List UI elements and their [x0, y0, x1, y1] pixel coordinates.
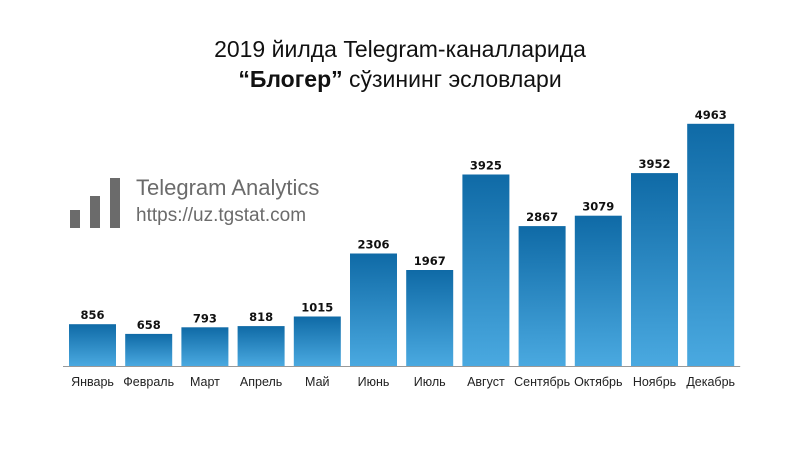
- bar-value-label: 2867: [526, 210, 558, 224]
- chart-title-keyword: “Блогер”: [238, 66, 343, 92]
- bar-value-label: 658: [137, 318, 161, 332]
- bar-4: [237, 326, 285, 366]
- bar-value-label: 3925: [470, 159, 502, 173]
- x-tick-label: Июль: [414, 375, 446, 389]
- watermark-url: https://uz.tgstat.com: [136, 205, 307, 226]
- bar-value-label: 3079: [582, 200, 614, 214]
- bar-chart-logo-icon: [70, 178, 120, 228]
- x-tick-label: Май: [305, 375, 330, 389]
- x-tick-label: Апрель: [240, 375, 282, 389]
- bar-value-label: 1967: [414, 254, 446, 268]
- x-tick-label: Ноябрь: [633, 375, 676, 389]
- watermark-name: Telegram Analytics: [136, 175, 320, 200]
- bar-6: [350, 253, 397, 366]
- bar-2: [125, 333, 173, 366]
- watermark: Telegram Analytics https://uz.tgstat.com: [68, 172, 368, 232]
- chart-title-line1: 2019 йилда Telegram-каналларида: [214, 36, 586, 62]
- x-tick-label: Август: [467, 375, 505, 389]
- bar-value-label: 4963: [695, 108, 727, 122]
- x-tick-label: Февраль: [123, 375, 174, 389]
- x-tick-label: Октябрь: [574, 375, 622, 389]
- bar-7: [406, 270, 454, 366]
- bar-value-label: 2306: [357, 238, 389, 252]
- bar-11: [631, 173, 678, 366]
- bar-12: [687, 123, 735, 366]
- x-tick-label: Март: [190, 375, 220, 389]
- bar-value-label: 1015: [301, 301, 333, 315]
- bar-10: [574, 215, 622, 366]
- bar-value-label: 3952: [638, 157, 670, 171]
- x-tick-label: Сентябрь: [514, 375, 570, 389]
- bar-3: [181, 327, 229, 366]
- bar-value-label: 818: [249, 310, 273, 324]
- x-tick-label: Январь: [71, 375, 114, 389]
- chart-title-line2-rest: сўзининг эсловлари: [342, 66, 562, 92]
- bar-value-label: 856: [80, 308, 104, 322]
- x-tick-label: Декабрь: [686, 375, 735, 389]
- bar-9: [518, 226, 566, 366]
- chart-title-line2: “Блогер” сўзининг эсловлари: [0, 64, 800, 94]
- x-tick-label: Июнь: [358, 375, 390, 389]
- chart-title: 2019 йилда Telegram-каналларида “Блогер”…: [0, 34, 800, 94]
- bar-8: [462, 174, 510, 366]
- bar-1: [69, 324, 116, 366]
- bar-value-label: 793: [193, 311, 217, 325]
- bar-5: [293, 316, 341, 366]
